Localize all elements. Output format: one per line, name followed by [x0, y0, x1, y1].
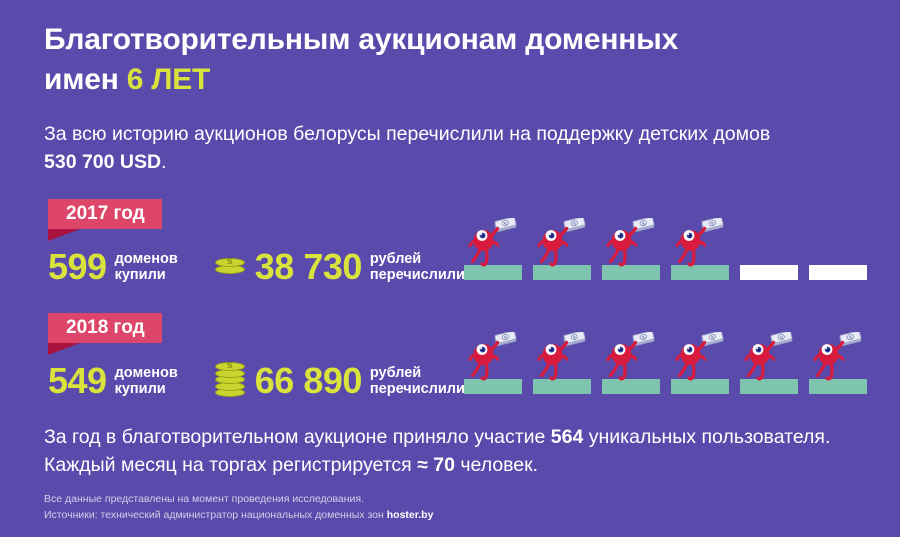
year-badge-2017: 2017 год [48, 199, 162, 229]
platform-bar [533, 265, 591, 280]
badge-fold-2017 [48, 229, 80, 241]
pictogram-row-2018: S S [464, 332, 884, 394]
bottom-highlight-users: 564 [550, 426, 584, 448]
pictogram-unit-filled: S [533, 332, 591, 394]
subtitle-part-1: За всю историю аукционов белорусы перечи… [44, 123, 771, 145]
pictogram-unit-filled: S [671, 218, 729, 280]
character-with-money-icon: S [535, 218, 587, 268]
pictogram-unit-filled: S [740, 332, 798, 394]
rubles-label-2018: рублей перечислили [370, 365, 465, 397]
money-group-2017: 38 730 рублей перечислили [214, 249, 465, 285]
character-with-money-icon: S [535, 332, 587, 382]
badge-fold-2018 [48, 343, 80, 355]
domains-count-2018: 549 [48, 360, 107, 401]
coin [214, 257, 245, 267]
platform-bar [464, 265, 522, 280]
subtitle-part-2: . [161, 150, 167, 173]
stat-row-2018: 549 доменов купили 66 890 рублей перечис… [48, 358, 465, 404]
title-line-1: Благотворительным аукционам доменных [44, 23, 679, 56]
year-block-2017: 2017 год 599 доменов купили 38 730 рубле… [0, 196, 900, 296]
svg-text:S: S [572, 335, 576, 341]
domains-count-2017: 599 [48, 246, 107, 287]
bottom-part-1: За год в благотворительном аукционе прин… [44, 426, 551, 448]
footer-notes: Все данные представлены на момент провед… [44, 491, 844, 524]
svg-text:S: S [848, 335, 852, 341]
svg-text:S: S [503, 335, 507, 341]
coin [214, 361, 245, 372]
domains-label-2017-line2: купили [114, 267, 166, 283]
footer-source-name: hoster.by [386, 509, 434, 522]
svg-text:S: S [710, 221, 714, 227]
domains-label-2018-line2: купили [114, 381, 166, 397]
pictogram-unit-filled: S [464, 332, 522, 394]
title-accent-years: 6 ЛЕТ [126, 62, 211, 96]
pictogram-unit-filled: S [533, 218, 591, 280]
rubles-label-2018-line1: рублей [369, 364, 422, 381]
bottom-summary-text: За год в благотворительном аукционе прин… [44, 424, 844, 479]
svg-text:S: S [710, 335, 714, 341]
money-group-2018: 66 890 рублей перечислили [214, 360, 465, 401]
platform-bar-empty [740, 265, 798, 280]
rubles-label-2017-line1: рублей [369, 250, 422, 267]
platform-bar-empty [809, 265, 867, 280]
pictogram-unit-empty [809, 218, 867, 280]
footer-source-prefix: Источники: технический администратор нац… [44, 509, 387, 522]
pictogram-unit-filled: S [809, 332, 867, 394]
bottom-highlight-monthly: ≈ 70 [417, 453, 455, 476]
character-with-money-icon: S [604, 332, 656, 382]
character-with-money-icon: S [466, 218, 518, 268]
character-with-money-icon: S [811, 332, 863, 382]
pictogram-row-2017: S S [464, 218, 884, 280]
platform-bar [464, 379, 522, 394]
rubles-label-2018-line2: перечислили [369, 381, 465, 397]
platform-bar [671, 379, 729, 394]
svg-text:S: S [641, 221, 645, 227]
domains-label-2018-line1: доменов [114, 364, 178, 381]
year-block-2018: 2018 год 549 доменов купили 66 890 рубле… [0, 310, 900, 410]
platform-bar [602, 379, 660, 394]
character-with-money-icon: S [604, 218, 656, 268]
footer-line-1: Все данные представлены на момент провед… [44, 493, 364, 505]
character-with-money-icon: S [466, 332, 518, 382]
platform-bar [671, 265, 729, 280]
platform-bar [602, 265, 660, 280]
platform-bar [809, 379, 867, 394]
pictogram-unit-filled: S [671, 332, 729, 394]
year-badge-2018: 2018 год [48, 313, 162, 343]
platform-bar [533, 379, 591, 394]
bottom-part-3: человек. [454, 453, 539, 476]
pictogram-unit-empty [740, 218, 798, 280]
rubles-label-2017-line2: перечислили [369, 267, 465, 283]
svg-text:S: S [641, 335, 645, 341]
footer-line-2: Источники: технический администратор нац… [44, 507, 844, 523]
svg-text:S: S [779, 335, 783, 341]
rubles-amount-2018: 66 890 [254, 360, 363, 401]
stat-row-2017: 599 доменов купили 38 730 рублей перечис… [48, 244, 465, 290]
coin-stack-icon [214, 257, 246, 274]
pictogram-unit-filled: S [464, 218, 522, 280]
character-with-money-icon: S [673, 332, 725, 382]
domains-label-2017: доменов купили [115, 251, 178, 283]
bottom-part-2: уникальных пользователя. Каждый месяц на… [44, 426, 831, 476]
title-line-2-prefix: имен [44, 62, 127, 96]
platform-bar [740, 379, 798, 394]
subtitle-total-donated: За всю историю аукционов белорусы перечи… [44, 121, 784, 176]
rubles-label-2017: рублей перечислили [370, 251, 465, 283]
svg-text:S: S [503, 221, 507, 227]
rubles-amount-2017: 38 730 [254, 246, 363, 287]
page-title: Благотворительным аукционам доменных име… [44, 20, 834, 100]
domains-label-2017-line1: доменов [114, 250, 178, 267]
character-with-money-icon: S [742, 332, 794, 382]
coin-stack-icon [214, 361, 246, 398]
svg-text:S: S [572, 221, 576, 227]
subtitle-highlight-usd: 530 700 USD [44, 150, 162, 173]
character-with-money-icon: S [673, 218, 725, 268]
domains-label-2018: доменов купили [115, 365, 178, 397]
pictogram-unit-filled: S [602, 332, 660, 394]
pictogram-unit-filled: S [602, 218, 660, 280]
